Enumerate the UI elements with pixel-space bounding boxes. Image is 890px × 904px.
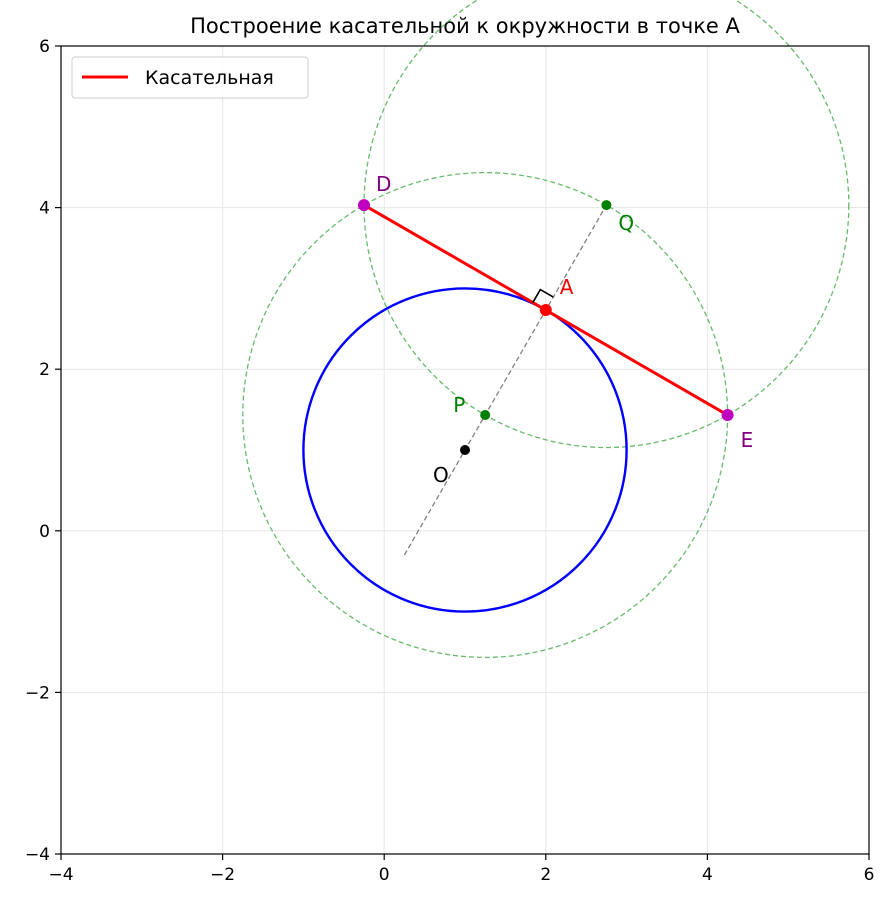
point-label-A: A <box>560 275 574 299</box>
x-tick-label: 6 <box>864 865 875 885</box>
x-tick-label: 4 <box>702 865 713 885</box>
x-tick-label: −4 <box>48 865 73 885</box>
x-tick-label: −2 <box>210 865 235 885</box>
x-tick-label: 0 <box>379 865 390 885</box>
point-P <box>480 410 491 421</box>
legend: Касательная <box>71 56 309 99</box>
plot-frame <box>60 45 870 855</box>
y-tick-label: 4 <box>39 199 50 219</box>
x-tick-label: 2 <box>540 865 551 885</box>
point-A <box>539 304 552 317</box>
construction-circle-2 <box>363 0 850 449</box>
y-tick-label: −4 <box>25 845 50 865</box>
point-E <box>721 409 734 422</box>
point-D <box>358 199 370 212</box>
point-label-Q: Q <box>618 211 634 235</box>
legend-box <box>71 56 309 99</box>
point-O <box>460 445 470 455</box>
radius-line <box>403 204 607 556</box>
point-label-D: D <box>376 172 391 196</box>
y-tick-label: 2 <box>39 360 50 380</box>
y-tick-label: −2 <box>25 683 50 703</box>
y-tick-label: 0 <box>39 522 50 542</box>
axes: −4 −2 0 2 4 6 −4 −2 0 2 4 6 <box>25 37 874 885</box>
points-layer: O A P Q D E <box>358 172 753 487</box>
point-label-E: E <box>741 428 754 452</box>
right-angle-marker <box>532 288 554 303</box>
point-label-O: O <box>433 463 449 487</box>
legend-label-tangent: Касательная <box>145 67 274 89</box>
main-circle <box>302 287 628 613</box>
chart-title: Построение касательной к окружности в то… <box>190 14 740 38</box>
point-label-P: P <box>453 393 465 417</box>
y-tick-label: 6 <box>39 37 50 57</box>
point-Q <box>601 200 612 211</box>
